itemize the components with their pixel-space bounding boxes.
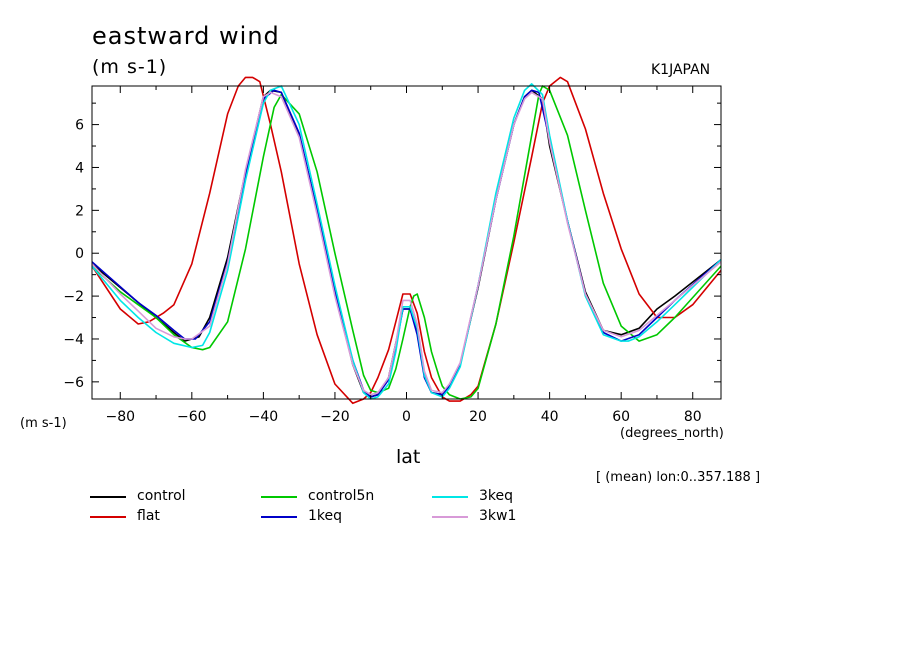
x-tick-label: 0 xyxy=(402,409,411,425)
x-tick-label: −60 xyxy=(177,409,207,425)
y-tick-label: −4 xyxy=(63,332,84,348)
x-tick-label: −80 xyxy=(105,409,135,425)
y-tick-label: 2 xyxy=(75,203,84,219)
x-axis-units: (degrees_north) xyxy=(620,426,724,441)
x-tick-label: −20 xyxy=(320,409,350,425)
x-tick-label: −40 xyxy=(249,409,279,425)
legend-swatch xyxy=(261,516,297,518)
y-axis-label: (m s-1) xyxy=(20,416,67,431)
legend: control flat control5n 1keq 3keq 3kw1 xyxy=(90,488,610,528)
series-line-3keq xyxy=(92,83,721,400)
y-tick-label: 0 xyxy=(75,246,84,262)
x-tick-label: 80 xyxy=(684,409,702,425)
source-label: K1JAPAN xyxy=(651,62,711,78)
legend-swatch xyxy=(90,496,126,498)
legend-label: 1keq xyxy=(308,508,343,524)
legend-swatch xyxy=(432,516,468,518)
series-line-3kw1 xyxy=(92,91,721,396)
legend-label: control xyxy=(137,488,186,504)
series-line-control5n xyxy=(92,85,721,400)
legend-swatch xyxy=(90,516,126,518)
chart-title: eastward wind xyxy=(92,22,280,50)
series-layer xyxy=(92,76,721,405)
y-tick-label: 6 xyxy=(75,118,84,134)
series-line-flat xyxy=(92,76,721,405)
x-tick-label: 60 xyxy=(612,409,630,425)
chart-units: (m s-1) xyxy=(92,56,168,78)
legend-label: control5n xyxy=(308,488,375,504)
legend-label: 3kw1 xyxy=(479,508,517,524)
series-line-control xyxy=(92,89,721,398)
y-tick-label: −6 xyxy=(63,375,84,391)
x-tick-label: 20 xyxy=(469,409,487,425)
plot-frame xyxy=(91,85,722,400)
x-tick-label: 40 xyxy=(541,409,559,425)
mean-note: [ (mean) lon:0..357.188 ] xyxy=(596,470,761,485)
legend-swatch xyxy=(432,496,468,498)
legend-label: flat xyxy=(137,508,160,524)
x-axis-label: lat xyxy=(396,446,421,468)
legend-swatch xyxy=(261,496,297,498)
series-line-1keq xyxy=(92,89,721,398)
legend-label: 3keq xyxy=(479,488,514,504)
y-tick-label: 4 xyxy=(75,160,84,176)
y-tick-label: −2 xyxy=(63,289,84,305)
